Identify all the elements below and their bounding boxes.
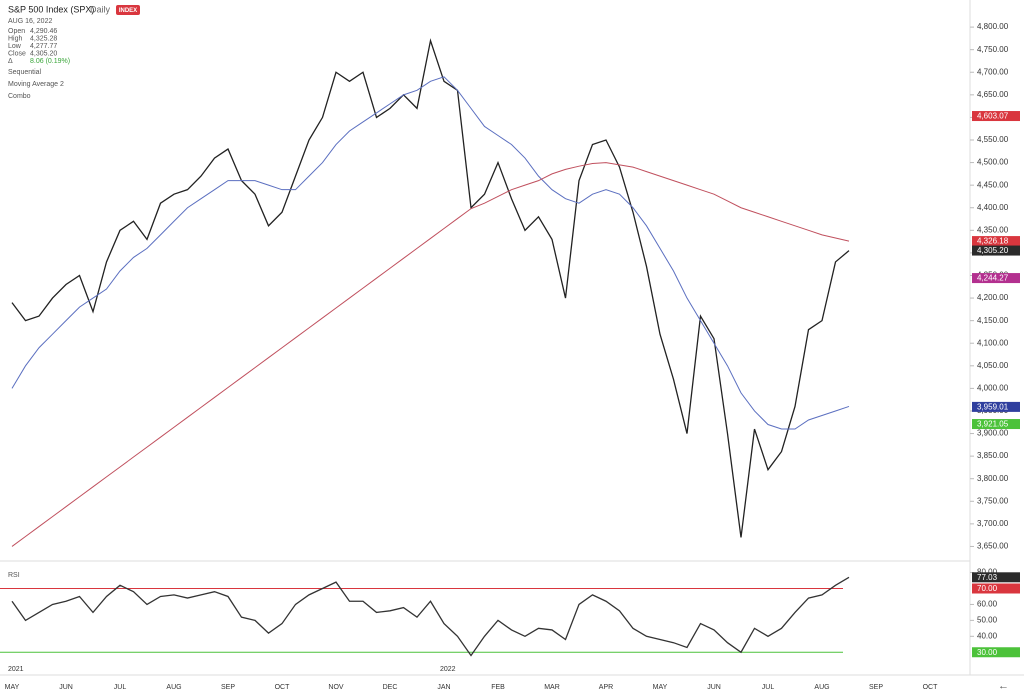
price-tag-label: 77.03 [977, 573, 998, 582]
price-tag-label: 30.00 [977, 648, 998, 657]
x-tick-label: NOV [328, 684, 344, 691]
year-label: 2021 [8, 666, 24, 673]
price-tag-label: 3,959.01 [977, 403, 1009, 412]
x-tick-label: AUG [166, 684, 181, 691]
price-tag [972, 419, 1020, 430]
x-tick-label: MAR [544, 684, 560, 691]
ohlc-value: 4,277.77 [30, 43, 57, 50]
price-tag [972, 273, 1020, 284]
x-tick-label: AUG [814, 684, 829, 691]
y-tick-label: 3,700.00 [977, 519, 1009, 528]
ohlc-value: 4,290.46 [30, 28, 57, 35]
y-tick-label: 4,650.00 [977, 90, 1009, 99]
indicator: Moving Average 2 [8, 81, 64, 88]
y-tick-label: 4,000.00 [977, 383, 1009, 392]
y-tick-label: 3,900.00 [977, 429, 1009, 438]
x-tick-label: MAY [653, 684, 668, 691]
ohlc-name: Close [8, 50, 26, 57]
y-tick-label: 3,650.00 [977, 542, 1009, 551]
rsi-title: RSI [8, 572, 20, 579]
y-tick-label: 4,450.00 [977, 180, 1009, 189]
y-tick-label: 4,400.00 [977, 203, 1009, 212]
series-line [11, 38, 850, 538]
year-label: 2022 [440, 666, 456, 673]
interval: Daily [90, 4, 111, 14]
price-tag [972, 245, 1020, 256]
date: AUG 16, 2022 [8, 18, 52, 25]
y-tick-label: 3,850.00 [977, 451, 1009, 460]
x-tick-label: FEB [491, 684, 505, 691]
y-tick-label: 80.00 [977, 568, 998, 577]
x-tick-label: JUN [59, 684, 73, 691]
y-tick-label: 50.00 [977, 615, 998, 624]
ohlc-value: 4,305.20 [30, 50, 57, 57]
x-tick-label: JUN [707, 684, 721, 691]
indicator: Sequential [8, 69, 42, 76]
price-tag [972, 583, 1020, 594]
series-line [11, 576, 850, 657]
scroll-button[interactable]: ← [998, 680, 1009, 692]
price-tag [972, 401, 1020, 412]
y-tick-label: 4,750.00 [977, 45, 1009, 54]
y-tick-label: 4,200.00 [977, 293, 1009, 302]
badge: INDEX [119, 8, 137, 14]
price-tag [972, 111, 1020, 122]
y-tick-label: 4,500.00 [977, 158, 1009, 167]
ohlc-name: High [8, 35, 23, 42]
x-tick-label: DEC [383, 684, 398, 691]
price-tag-label: 4,326.18 [977, 237, 1009, 246]
price-tag [972, 236, 1020, 247]
price-tag-label: 70.00 [977, 584, 998, 593]
ohlc-value: 4,325.28 [30, 35, 57, 42]
x-tick-label: OCT [275, 684, 291, 691]
price-tag-label: 3,921.05 [977, 420, 1009, 429]
y-tick-label: 4,350.00 [977, 225, 1009, 234]
ohlc-name: Δ [8, 58, 13, 65]
ohlc-value: 8.06 (0.19%) [30, 58, 70, 65]
price-tag-label: 4,603.07 [977, 112, 1009, 121]
chart-title: S&P 500 Index (SPX) [8, 4, 94, 14]
price-tag-label: 4,244.27 [977, 274, 1009, 283]
y-tick-label: 4,050.00 [977, 361, 1009, 370]
y-tick-label: 4,800.00 [977, 22, 1009, 31]
y-tick-label: 4,100.00 [977, 338, 1009, 347]
badge-bg [116, 5, 140, 15]
indicator: Combo [8, 93, 31, 100]
x-tick-label: JUL [762, 684, 775, 691]
y-tick-label: 4,150.00 [977, 316, 1009, 325]
x-tick-label: JUL [114, 684, 127, 691]
ohlc-name: Low [8, 43, 22, 50]
y-tick-label: 4,700.00 [977, 67, 1009, 76]
y-tick-label: 4,550.00 [977, 135, 1009, 144]
ohlc-name: Open [8, 28, 25, 35]
y-tick-label: 40.00 [977, 631, 998, 640]
x-tick-label: SEP [869, 684, 883, 691]
y-tick-label: 3,800.00 [977, 474, 1009, 483]
x-tick-label: MAY [5, 684, 20, 691]
y-tick-label: 3,750.00 [977, 496, 1009, 505]
series-line [11, 76, 850, 430]
price-tag [972, 572, 1020, 583]
series-line [11, 162, 850, 547]
y-tick-label: 60.00 [977, 600, 998, 609]
x-tick-label: JAN [437, 684, 450, 691]
x-tick-label: APR [599, 684, 613, 691]
price-tag-label: 4,305.20 [977, 246, 1009, 255]
x-tick-label: OCT [923, 684, 939, 691]
price-tag [972, 647, 1020, 658]
x-tick-label: SEP [221, 684, 235, 691]
